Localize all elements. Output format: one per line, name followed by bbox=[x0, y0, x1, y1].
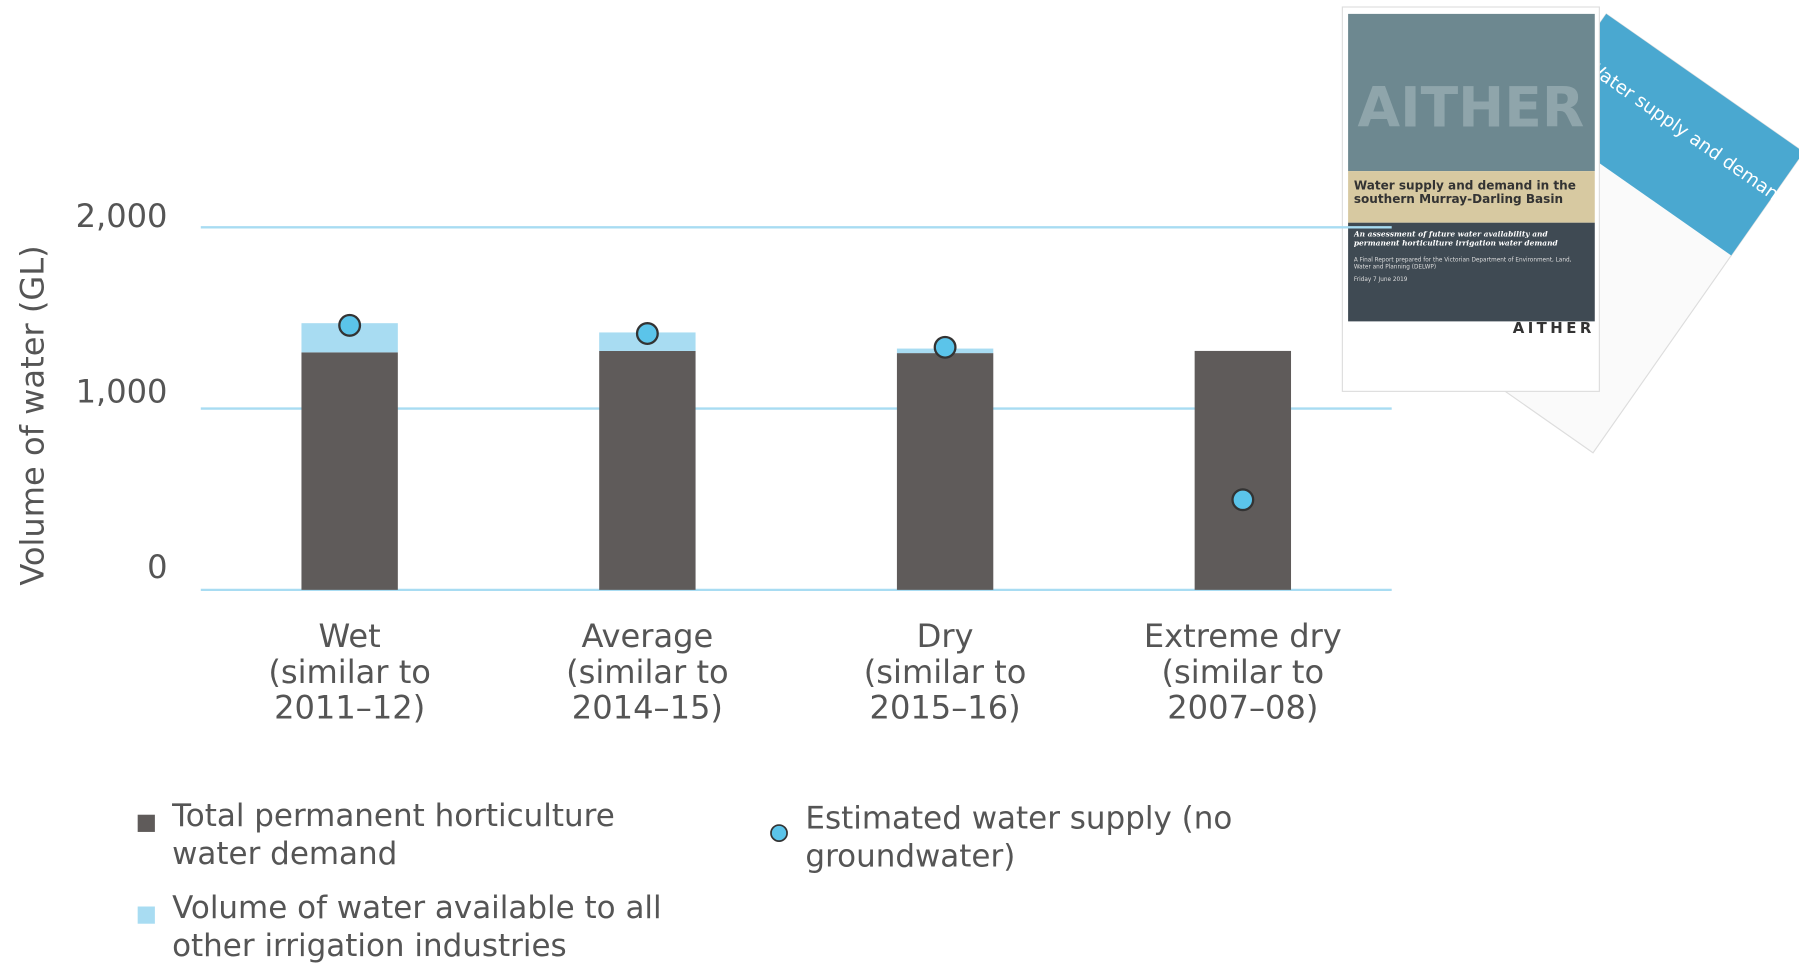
cover-watermark: AITHER bbox=[1357, 75, 1584, 139]
legend-label: Total permanent horticulture water demand bbox=[171, 798, 615, 872]
cover-subtitle: An assessment of future water availabili… bbox=[1353, 229, 1558, 248]
x-tick-label: Average (similar to 2014–15) bbox=[566, 617, 729, 726]
bar-segment bbox=[896, 353, 994, 590]
supply-dot bbox=[635, 322, 659, 345]
supply-dot bbox=[933, 335, 957, 359]
supply-dot bbox=[1231, 488, 1255, 512]
legend-marker bbox=[770, 824, 788, 842]
legend-label: Volume of water available to all other ir… bbox=[172, 890, 662, 964]
legend-label: Estimated water supply (no groundwater) bbox=[805, 800, 1232, 874]
cover-brand: AITHER bbox=[1513, 319, 1595, 337]
x-tick-label: Extreme dry (similar to 2007–08) bbox=[1144, 617, 1342, 726]
supply-dot bbox=[338, 313, 362, 337]
legend-marker bbox=[137, 814, 155, 832]
x-tick-label: Dry (similar to 2015–16) bbox=[864, 617, 1027, 726]
cover-date: Friday 7 June 2019 bbox=[1353, 276, 1408, 284]
cover-note: A Final Report prepared for the Victoria… bbox=[1353, 257, 1572, 271]
bar-segment bbox=[1194, 350, 1292, 590]
legend-marker bbox=[137, 906, 155, 924]
cover-title: Water supply and demand in the southern … bbox=[1353, 179, 1576, 207]
inset: Water supply and demand AITHER Water sup… bbox=[1341, 6, 1799, 454]
cover-title-box: Water supply and demand in the southern … bbox=[1353, 179, 1576, 207]
x-tick-label: Wet (similar to 2011–12) bbox=[268, 617, 431, 726]
y-tick-label: 0 bbox=[147, 548, 167, 586]
y-axis-title: Volume of water (GL) bbox=[14, 245, 52, 585]
y-tick-label: 2,000 bbox=[76, 197, 168, 235]
y-tick-label: 1,000 bbox=[76, 373, 168, 411]
cover-text-box: An assessment of future water availabili… bbox=[1353, 229, 1572, 284]
bar-segment bbox=[301, 352, 398, 590]
bar-segment bbox=[599, 350, 696, 590]
